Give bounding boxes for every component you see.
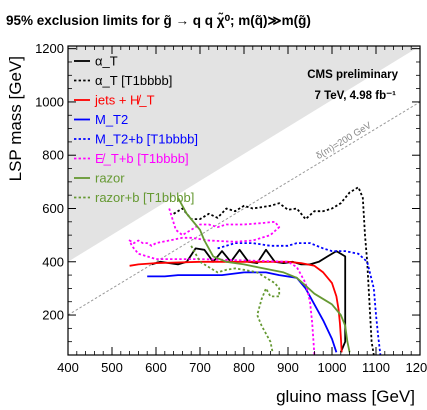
x-tick-label: 600 [145,360,167,375]
series-line-0 [151,247,347,353]
legend-label-0: α_T [95,54,118,69]
x-tick-label: 1200 [406,360,427,375]
series-line-7 [190,245,281,353]
series-line-6 [177,197,351,353]
legend-label-2: jets + H̸_T [94,93,155,108]
legend-label-1: α_T [T1bbbb] [95,73,172,88]
legend-label-6: razor [95,171,125,186]
x-tick-label: 500 [101,360,123,375]
y-tick-label: 200 [42,308,64,323]
chart-title: 95% exclusion limits for g̃ → q q χ̃⁰; m… [6,13,311,28]
y-axis-title: LSP mass [GeV] [6,56,25,181]
x-tick-label: 1000 [318,360,347,375]
y-tick-label: 1200 [35,41,64,56]
y-tick-label: 600 [42,201,64,216]
x-tick-label: 700 [189,360,211,375]
legend-label-7: razor+b [T1bbbb] [95,190,194,205]
y-tick-label: 400 [42,254,64,269]
series-line-4 [217,242,382,356]
x-tick-label: 900 [277,360,299,375]
series-line-5 [128,208,316,356]
x-axis-title: gluino mass [GeV] [276,387,415,406]
diagonal-reference-label: δ(m)=200 GeV [314,120,374,162]
x-tick-label: 1100 [362,360,390,375]
legend-label-4: M_T2+b [T1bbbb] [95,132,198,147]
x-tick-label: 400 [57,360,79,375]
x-tick-label: 800 [233,360,255,375]
legend-label-5: E̸_T+b [T1bbbb] [95,151,189,166]
y-tick-label: 1000 [35,94,64,109]
diagonal-reference-line [67,101,421,316]
preliminary-label: CMS preliminary [307,69,398,81]
series-line-2 [129,260,343,353]
series-line-3 [147,271,338,353]
y-tick-label: 800 [42,148,64,163]
legend-label-3: M_T2 [95,112,128,127]
kinematic-excluded-region [68,46,420,262]
series-line-1 [173,186,375,356]
lumi-label: 7 TeV, 4.98 fb⁻¹ [315,90,397,102]
